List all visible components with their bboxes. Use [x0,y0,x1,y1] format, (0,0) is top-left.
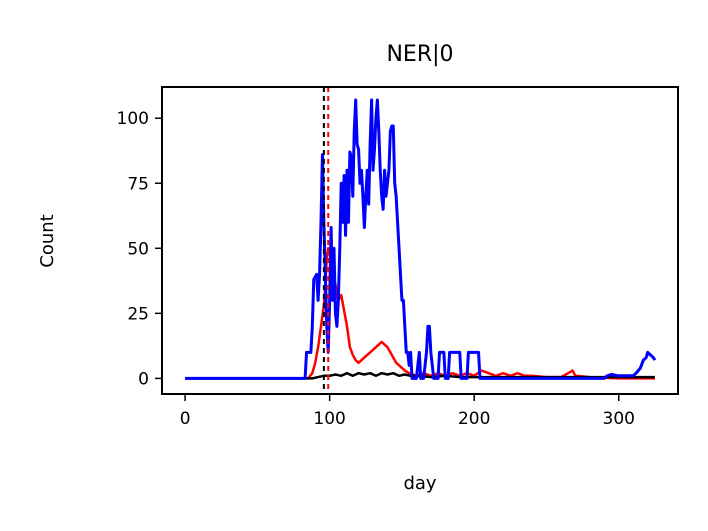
series-line-3 [185,98,657,380]
x-axis: 0 100 200 300 [180,394,635,429]
x-axis-label: day [403,473,436,494]
x-tick-label: 100 [313,409,345,429]
chart-title: NER|0 [386,42,453,67]
y-axis-label: Count [37,214,58,267]
y-tick-label: 75 [127,174,149,194]
x-tick-label: 200 [458,409,490,429]
y-tick-label: 25 [127,304,149,324]
y-tick-label: 100 [117,109,149,129]
y-axis: 0 25 50 75 100 [117,109,162,389]
plot-area [185,87,657,394]
y-tick-label: 0 [138,369,149,389]
y-tick-label: 50 [127,239,149,259]
plot-frame [161,86,679,395]
x-tick-label: 0 [180,409,191,429]
x-tick-label: 300 [603,409,635,429]
